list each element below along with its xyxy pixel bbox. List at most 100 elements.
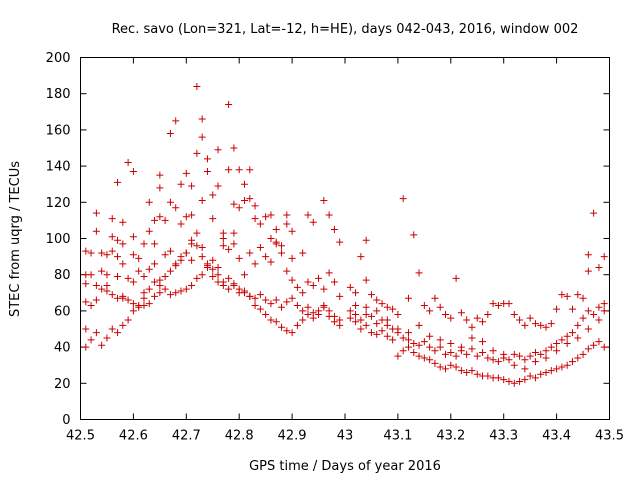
data-point: [283, 327, 291, 335]
data-point: [399, 195, 407, 203]
data-point: [225, 101, 233, 109]
data-point: [129, 300, 137, 308]
data-point: [389, 336, 397, 344]
x-tick-label: 43.2: [436, 429, 465, 444]
data-point: [230, 282, 238, 290]
data-point: [447, 314, 455, 322]
data-point: [235, 254, 243, 262]
data-point: [209, 215, 217, 223]
data-point: [278, 249, 286, 257]
data-point: [262, 296, 270, 304]
data-point: [267, 316, 275, 324]
data-point: [584, 267, 592, 275]
data-point: [87, 336, 95, 344]
data-points: [82, 82, 608, 387]
y-tick-label: 40: [54, 341, 71, 356]
data-point: [151, 260, 159, 268]
data-point: [235, 285, 243, 293]
data-point: [256, 305, 264, 313]
data-point: [251, 301, 259, 309]
data-point: [124, 158, 132, 166]
data-point: [188, 236, 196, 244]
data-point: [579, 350, 587, 358]
x-tick-label: 42.8: [225, 429, 254, 444]
data-point: [288, 294, 296, 302]
data-point: [595, 316, 603, 324]
data-point: [166, 130, 174, 138]
data-point: [574, 354, 582, 362]
data-point: [251, 202, 259, 210]
data-point: [230, 200, 238, 208]
data-point: [304, 303, 312, 311]
x-tick-label: 42.9: [278, 429, 307, 444]
data-point: [119, 292, 127, 300]
data-point: [404, 336, 412, 344]
data-point: [278, 242, 286, 250]
data-point: [172, 289, 180, 297]
data-point: [431, 347, 439, 355]
data-point: [542, 368, 550, 376]
data-point: [246, 292, 254, 300]
data-point: [193, 229, 201, 237]
data-point: [367, 291, 375, 299]
data-point: [140, 273, 148, 281]
x-tick-label: 43.1: [383, 429, 412, 444]
data-point: [98, 285, 106, 293]
data-point: [156, 171, 164, 179]
data-point: [547, 343, 555, 351]
data-point: [219, 235, 227, 242]
data-point: [304, 311, 312, 319]
data-point: [510, 311, 518, 319]
data-point: [315, 307, 323, 315]
data-point: [516, 377, 524, 385]
data-point: [600, 253, 608, 261]
data-point: [457, 367, 465, 375]
data-point: [468, 367, 476, 375]
data-point: [352, 311, 360, 319]
data-point: [526, 372, 534, 380]
data-point: [156, 213, 164, 221]
data-point: [563, 332, 571, 340]
data-point: [553, 365, 561, 373]
data-point: [156, 289, 164, 297]
data-point: [494, 358, 502, 366]
data-point: [547, 367, 555, 375]
data-point: [553, 347, 561, 355]
data-point: [235, 204, 243, 212]
data-point: [124, 296, 132, 304]
data-point: [415, 269, 423, 277]
data-point: [203, 168, 211, 176]
data-point: [542, 347, 550, 355]
data-point: [590, 209, 598, 217]
data-point: [468, 345, 476, 353]
data-point: [510, 379, 518, 387]
data-point: [283, 211, 291, 219]
data-point: [399, 334, 407, 342]
data-point: [114, 294, 122, 302]
data-point: [346, 307, 354, 315]
data-point: [198, 253, 206, 261]
data-point: [352, 289, 360, 297]
data-point: [209, 273, 217, 281]
data-point: [526, 314, 534, 322]
x-tick-label: 42.5: [66, 429, 95, 444]
data-point: [92, 296, 100, 304]
data-point: [299, 249, 307, 257]
data-point: [505, 356, 513, 364]
data-point: [346, 314, 354, 322]
data-point: [288, 276, 296, 284]
data-point: [574, 291, 582, 299]
data-point: [420, 338, 428, 346]
data-point: [278, 323, 286, 331]
data-point: [452, 363, 460, 371]
data-point: [225, 274, 233, 282]
data-point: [309, 282, 317, 290]
data-point: [537, 350, 545, 358]
data-point: [82, 325, 90, 333]
data-point: [87, 271, 95, 279]
data-point: [415, 321, 423, 329]
data-point: [426, 332, 434, 340]
data-point: [129, 233, 137, 241]
data-point: [404, 294, 412, 302]
